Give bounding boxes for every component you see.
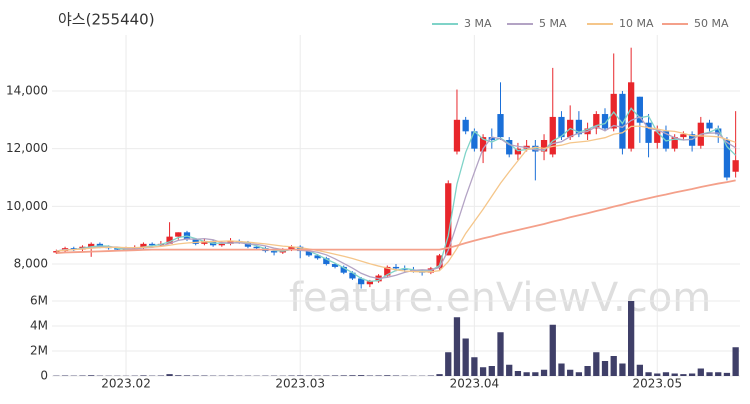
volume-bar <box>166 374 172 376</box>
volume-bar <box>489 366 495 376</box>
volume-bar <box>698 369 704 377</box>
y-tick-label: 10,000 <box>6 199 48 213</box>
x-tick-label: 2023.05 <box>632 377 682 391</box>
watermark: feature.enViewV.com <box>289 275 711 321</box>
volume-bar <box>672 374 678 377</box>
volume-bar <box>550 325 556 376</box>
volume-bar <box>645 372 651 376</box>
volume-bar <box>332 375 338 376</box>
volume-bar <box>175 375 181 376</box>
volume-bar <box>706 372 712 376</box>
volume-bar <box>558 364 564 377</box>
y-tick-label: 4M <box>30 319 48 333</box>
volume-bar <box>506 365 512 376</box>
volume-bar <box>480 367 486 376</box>
y-tick-label: 12,000 <box>6 141 48 155</box>
x-tick-label: 2023.03 <box>275 377 325 391</box>
volume-bar <box>689 374 695 377</box>
volume-bar <box>733 347 739 376</box>
volume-bar <box>193 376 199 377</box>
legend-label: 5 MA <box>539 17 567 30</box>
volume-bar <box>341 375 347 376</box>
volume-bar <box>184 375 190 376</box>
volume-bar <box>619 364 625 377</box>
volume-bar <box>428 376 434 377</box>
volume-bar <box>463 339 469 377</box>
volume-bar <box>628 301 634 376</box>
y-tick-label: 6M <box>30 294 48 308</box>
volume-bar <box>323 376 329 377</box>
y-tick-label: 2M <box>30 344 48 358</box>
volume-bar <box>497 332 503 376</box>
volume-bar <box>471 357 477 376</box>
volume-bar <box>288 376 294 377</box>
volume-bar <box>201 376 207 377</box>
volume-bar <box>375 375 381 376</box>
legend-label: 50 MA <box>694 17 729 30</box>
chart-title: 야스(255440) <box>58 11 155 29</box>
volume-bar <box>532 372 538 376</box>
candle-body <box>393 267 399 268</box>
volume-bar <box>680 374 686 376</box>
volume-bar <box>367 376 373 377</box>
candle-body <box>219 244 225 245</box>
y-tick-label: 8,000 <box>14 257 48 271</box>
volume-bar <box>541 370 547 376</box>
volume-bar <box>567 370 573 376</box>
volume-bar <box>384 375 390 376</box>
volume-bar <box>393 376 399 377</box>
volume-bar <box>576 372 582 376</box>
volume-bar <box>88 375 94 376</box>
candle-body <box>497 114 503 137</box>
candle-body <box>175 232 181 236</box>
legend-label: 3 MA <box>464 17 492 30</box>
y-tick-label: 14,000 <box>6 83 48 97</box>
volume-bar <box>602 361 608 376</box>
x-tick-label: 2023.02 <box>101 377 151 391</box>
volume-bar <box>454 317 460 376</box>
legend-label: 10 MA <box>619 17 654 30</box>
candle-body <box>733 160 739 172</box>
volume-bar <box>227 376 233 377</box>
volume-bar <box>79 376 85 377</box>
candle-body <box>628 82 634 148</box>
candle-body <box>706 123 712 129</box>
volume-bar <box>584 366 590 376</box>
volume-bar <box>349 375 355 376</box>
volume-bar <box>523 372 529 376</box>
candle-body <box>680 134 686 137</box>
volume-bar <box>445 352 451 376</box>
volume-bar <box>436 374 442 376</box>
volume-bar <box>140 375 146 376</box>
volume-bar <box>654 374 660 377</box>
volume-bar <box>663 372 669 376</box>
x-tick-label: 2023.04 <box>450 377 500 391</box>
candle-body <box>550 117 556 155</box>
volume-bar <box>158 376 164 377</box>
volume-bar <box>715 372 721 376</box>
volume-bar <box>515 371 521 376</box>
volume-bar <box>62 376 68 377</box>
volume-bar <box>306 376 312 377</box>
volume-bar <box>297 375 303 376</box>
candle-body <box>463 120 469 132</box>
candle-body <box>454 120 460 152</box>
volume-bar <box>637 365 643 376</box>
y-tick-label: 0 <box>40 369 48 383</box>
volume-bar <box>358 375 364 376</box>
volume-bar <box>611 356 617 376</box>
volume-bar <box>724 373 730 376</box>
ma-line <box>56 180 735 253</box>
volume-bar <box>593 352 599 376</box>
